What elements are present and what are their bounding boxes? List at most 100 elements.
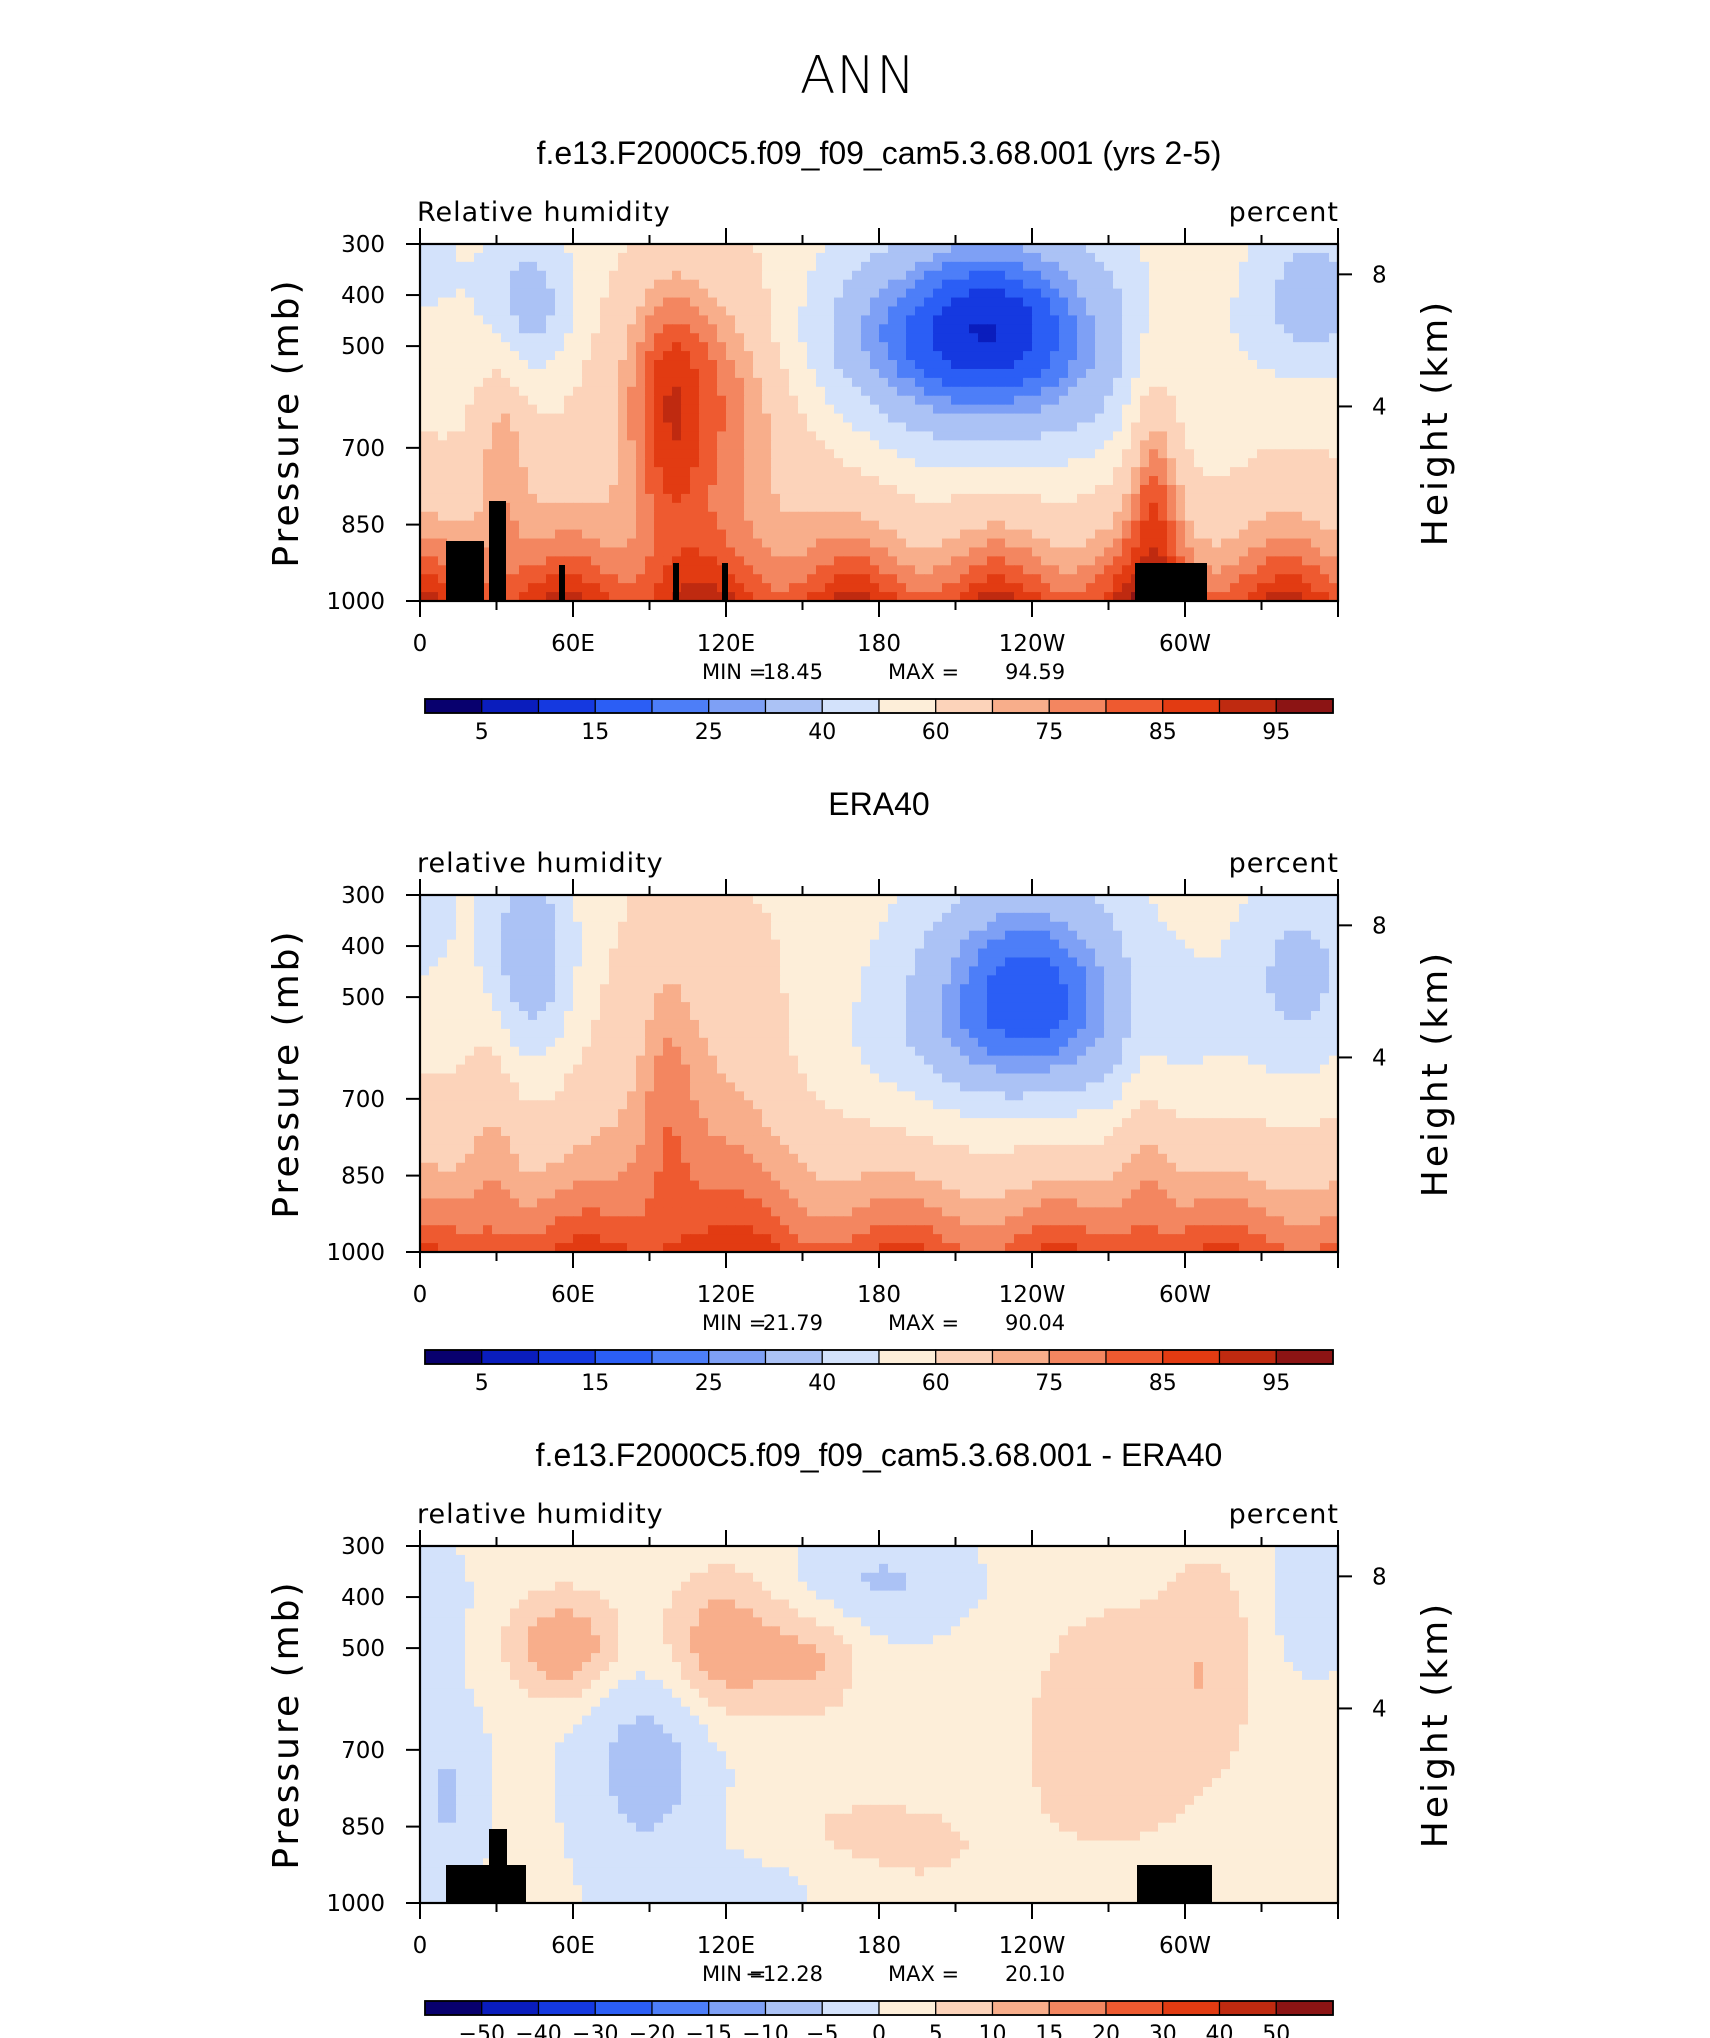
x-tick-label: 120W bbox=[999, 631, 1066, 657]
panel-1: f.e13.F2000C5.f09_f09_cam5.3.68.001 (yrs… bbox=[266, 135, 1456, 745]
y-axis-title: Pressure (mb) bbox=[266, 928, 307, 1218]
colorbar-label: 5 bbox=[929, 2022, 943, 2038]
panel-2: ERA40 relative humidity percent 0 60E 120E 180… bbox=[266, 786, 1456, 1396]
x-tick-label: 0 bbox=[413, 1282, 428, 1308]
colorbar-swatch bbox=[935, 698, 994, 714]
colorbar: 5 15 25 40 60 75 85 95 bbox=[424, 1349, 1334, 1396]
min-value: 18.45 bbox=[763, 660, 823, 684]
colorbar-label: 25 bbox=[695, 720, 723, 745]
x-tick-label: 60W bbox=[1159, 1282, 1211, 1308]
colorbar-swatch bbox=[651, 1349, 710, 1365]
colorbar-swatch bbox=[708, 1349, 767, 1365]
y-ticks bbox=[406, 243, 1352, 602]
colorbar-label: −40 bbox=[515, 2022, 561, 2038]
units-label: percent bbox=[1229, 1499, 1339, 1530]
colorbar-label: −15 bbox=[686, 2022, 732, 2038]
x-tick-label: 0 bbox=[413, 1933, 428, 1959]
y-tick-label: 1000 bbox=[326, 1891, 385, 1917]
panel-title: f.e13.F2000C5.f09_f09_cam5.3.68.001 - ER… bbox=[536, 1437, 1223, 1473]
colorbar-swatch bbox=[1105, 1349, 1164, 1365]
colorbar-label: 95 bbox=[1262, 1371, 1290, 1396]
colorbar-label: 85 bbox=[1149, 720, 1177, 745]
variable-label: relative humidity bbox=[417, 1499, 664, 1530]
colorbar-swatch bbox=[1162, 2000, 1221, 2016]
colorbar-swatch bbox=[1105, 698, 1164, 714]
y-tick-label: 700 bbox=[341, 436, 385, 462]
colorbar-swatch bbox=[424, 1349, 483, 1365]
colorbar-label: 15 bbox=[1035, 2022, 1063, 2038]
panel-title: f.e13.F2000C5.f09_f09_cam5.3.68.001 (yrs… bbox=[537, 135, 1222, 171]
colorbar-swatch bbox=[1218, 2000, 1277, 2016]
colorbar-swatch bbox=[1048, 2000, 1107, 2016]
colorbar-label: 5 bbox=[475, 720, 489, 745]
colorbar-swatch bbox=[708, 2000, 767, 2016]
colorbar-swatch bbox=[878, 2000, 937, 2016]
x-ticks bbox=[419, 879, 1339, 1268]
colorbar-frame bbox=[424, 2000, 1334, 2016]
x-tick-label: 180 bbox=[857, 1933, 901, 1959]
colorbar-label: 15 bbox=[581, 720, 609, 745]
y-tick-label: 300 bbox=[341, 1534, 385, 1560]
height-axis-title: Height (km) bbox=[1415, 299, 1456, 546]
x-ticks bbox=[419, 1530, 1339, 1919]
colorbar-swatch bbox=[594, 1349, 653, 1365]
terrain-mask bbox=[446, 501, 1207, 601]
x-tick-label: 60E bbox=[551, 1933, 595, 1959]
colorbar-swatch bbox=[424, 698, 483, 714]
x-tick-label: 120W bbox=[999, 1282, 1066, 1308]
units-label: percent bbox=[1229, 848, 1339, 879]
y-tick-label: 500 bbox=[341, 1636, 385, 1662]
height-axis-title: Height (km) bbox=[1415, 1601, 1456, 1848]
min-label: MIN = bbox=[702, 660, 766, 684]
colorbar-swatch bbox=[764, 2000, 823, 2016]
y-tick-label: 850 bbox=[341, 513, 385, 539]
colorbar-swatch bbox=[878, 1349, 937, 1365]
height-tick-label: 8 bbox=[1372, 913, 1387, 939]
colorbar-frame bbox=[424, 1349, 1334, 1365]
colorbar-swatch bbox=[651, 2000, 710, 2016]
colorbar-label: 40 bbox=[1206, 2022, 1234, 2038]
colorbar-swatch bbox=[1275, 698, 1334, 714]
colorbar-swatch bbox=[935, 1349, 994, 1365]
height-tick-label: 4 bbox=[1372, 394, 1387, 420]
terrain-block bbox=[446, 541, 484, 601]
max-label: MAX = bbox=[888, 1962, 959, 1986]
min-label: MIN = bbox=[702, 1311, 766, 1335]
y-tick-label: 850 bbox=[341, 1815, 385, 1841]
max-label: MAX = bbox=[888, 1311, 959, 1335]
colorbar-label: 75 bbox=[1035, 1371, 1063, 1396]
contour-field bbox=[420, 244, 1339, 602]
colorbar-swatch bbox=[537, 698, 596, 714]
y-tick-label: 850 bbox=[341, 1164, 385, 1190]
units-label: percent bbox=[1229, 197, 1339, 228]
max-label: MAX = bbox=[888, 660, 959, 684]
colorbar-swatch bbox=[821, 698, 880, 714]
colorbar-swatch bbox=[537, 1349, 596, 1365]
colorbar-label: −30 bbox=[572, 2022, 618, 2038]
colorbar-frame bbox=[424, 698, 1334, 714]
min-label: MIN = bbox=[702, 1962, 766, 1986]
colorbar-swatch bbox=[424, 2000, 483, 2016]
colorbar-swatch bbox=[1275, 2000, 1334, 2016]
max-value: 20.10 bbox=[1005, 1962, 1065, 1986]
x-tick-label: 60W bbox=[1159, 631, 1211, 657]
terrain-block bbox=[559, 565, 565, 601]
colorbar-label: 95 bbox=[1262, 720, 1290, 745]
y-tick-label: 400 bbox=[341, 283, 385, 309]
colorbar-swatch bbox=[708, 698, 767, 714]
y-tick-label: 400 bbox=[341, 934, 385, 960]
height-tick-label: 4 bbox=[1372, 1696, 1387, 1722]
colorbar-swatch bbox=[935, 2000, 994, 2016]
x-ticks bbox=[419, 228, 1339, 617]
terrain-block bbox=[722, 563, 728, 601]
panel-title: ERA40 bbox=[828, 786, 929, 822]
colorbar-label: 5 bbox=[475, 1371, 489, 1396]
colorbar-label: 0 bbox=[872, 2022, 886, 2038]
colorbar-swatch bbox=[481, 1349, 540, 1365]
y-tick-label: 1000 bbox=[326, 1240, 385, 1266]
colorbar-label: 60 bbox=[922, 720, 950, 745]
colorbar-swatch bbox=[537, 2000, 596, 2016]
colorbar-swatch bbox=[1218, 1349, 1277, 1365]
colorbar-label: 15 bbox=[581, 1371, 609, 1396]
